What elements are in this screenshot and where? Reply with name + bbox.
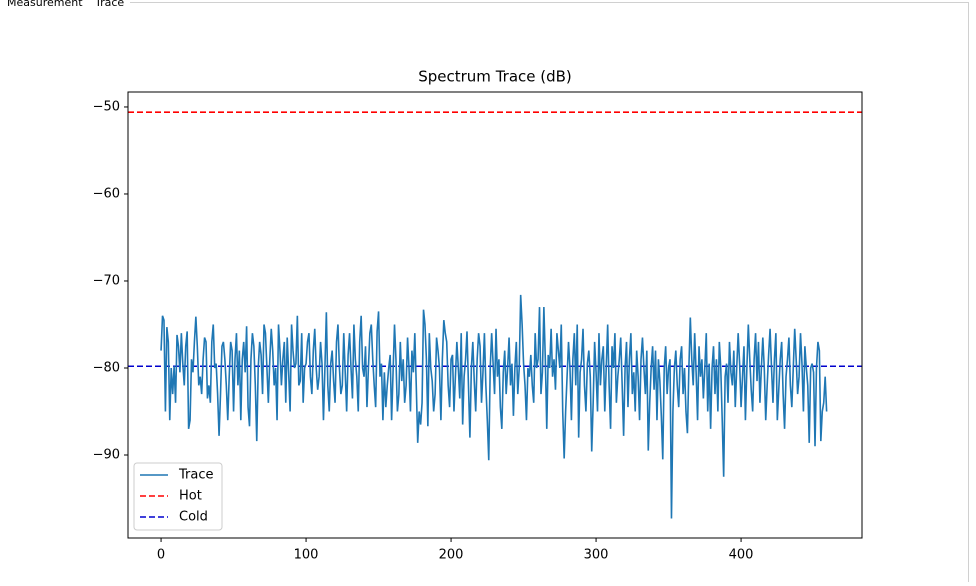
legend-label: Cold: [179, 510, 208, 525]
plot-area: [128, 111, 862, 519]
y-tick-label: −50: [93, 99, 120, 114]
x-tick-label: 300: [584, 548, 609, 563]
y-tick-label: −70: [93, 273, 120, 288]
legend-label: Trace: [178, 468, 214, 483]
y-tick-label: −60: [93, 186, 120, 201]
x-tick-label: 400: [729, 548, 754, 563]
legend-label: Hot: [179, 489, 202, 504]
axes-frame: [127, 91, 863, 539]
tab[interactable]: Measurement: [7, 0, 83, 9]
panel-border: [130, 2, 969, 582]
legend-box: [133, 462, 223, 531]
x-tick-label: 0: [157, 548, 165, 563]
y-tick-label: −90: [93, 447, 120, 462]
tab[interactable]: Trace: [94, 0, 124, 9]
trace-line: [160, 294, 828, 519]
x-tick-label: 200: [439, 548, 464, 563]
x-tick-label: 100: [294, 548, 319, 563]
chart-title: Spectrum Trace (dB): [418, 68, 572, 86]
y-tick-label: −80: [93, 360, 120, 375]
